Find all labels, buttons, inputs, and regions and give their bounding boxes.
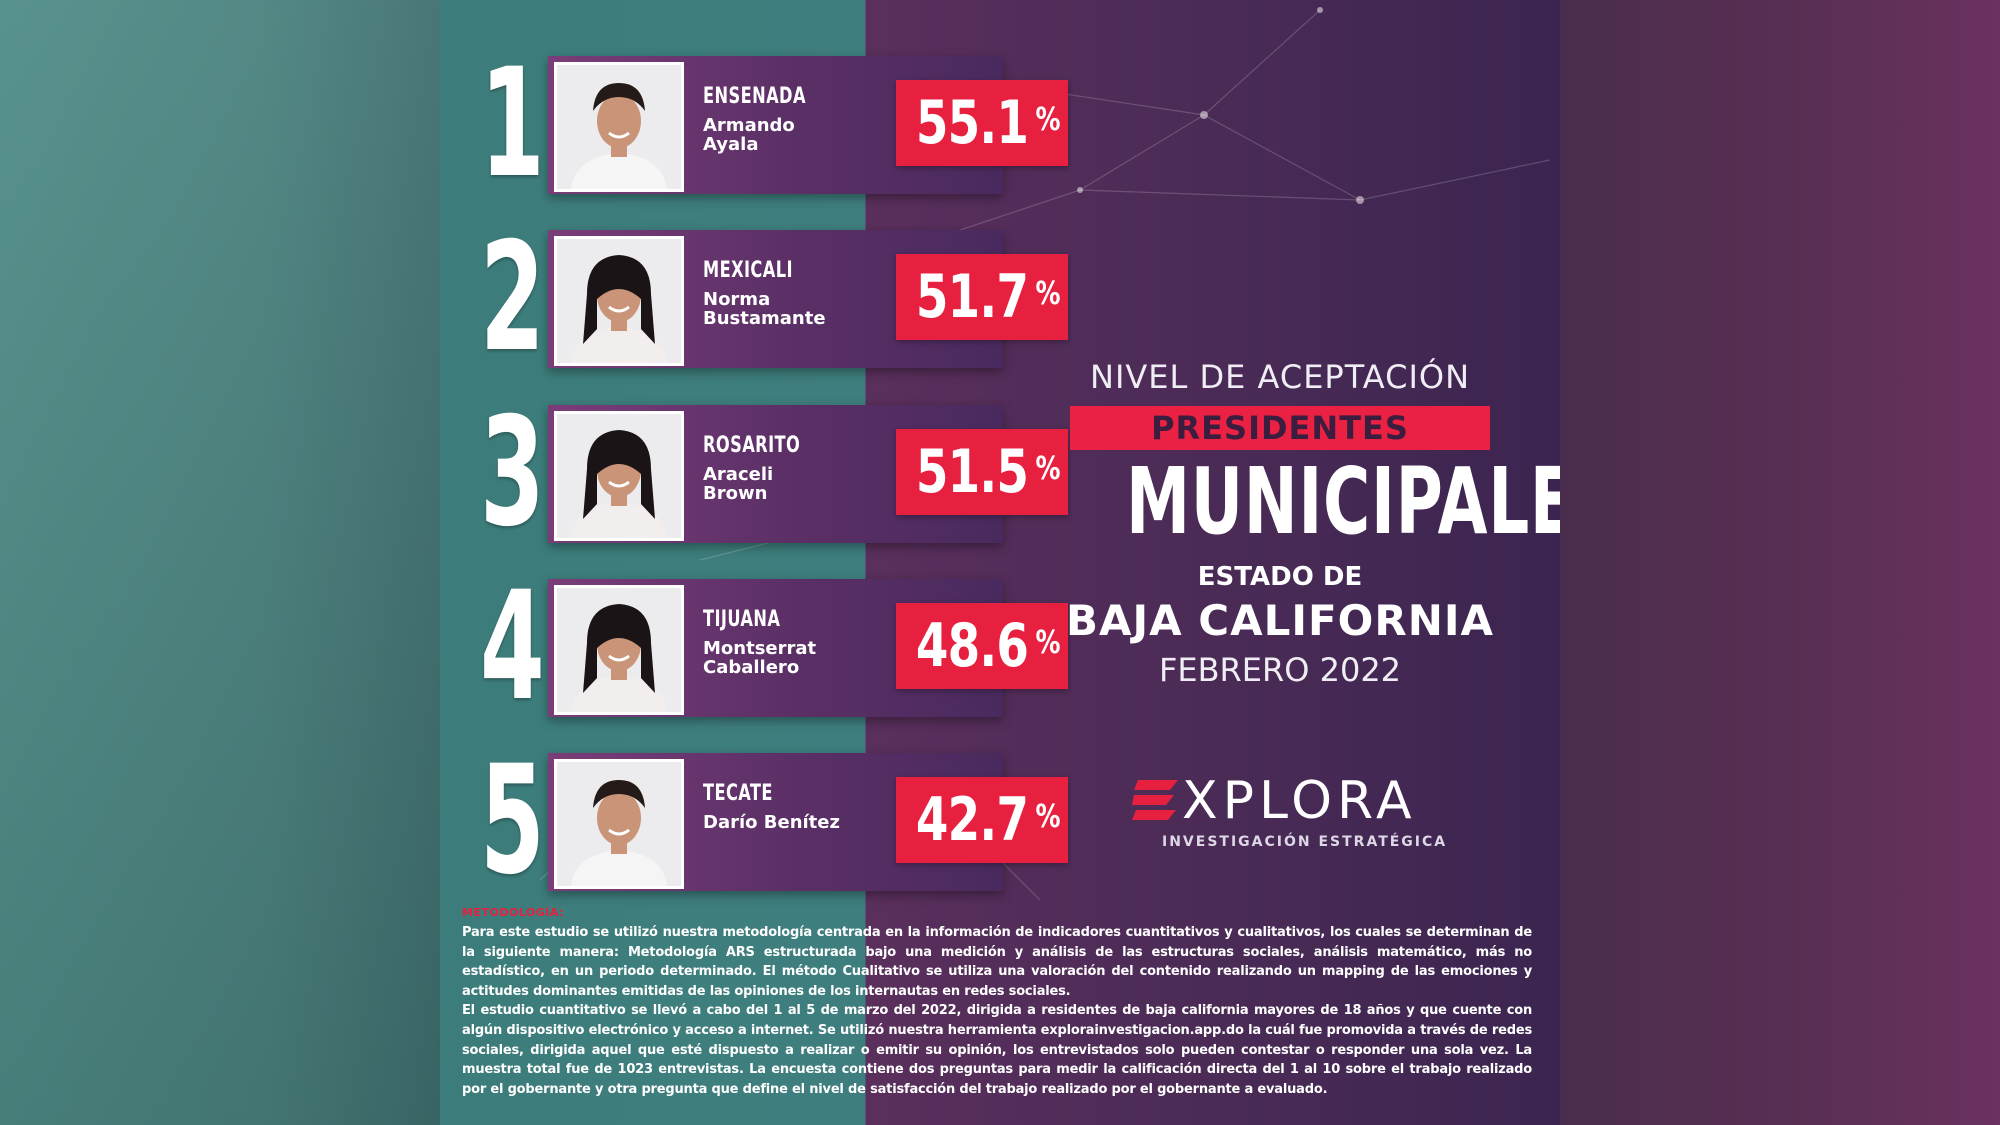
candidate-name: Norma Bustamante [703,289,826,329]
ranking-row-mexicali: 2 MEXICALI Norma Bustamante 51.7% [480,211,1080,385]
percent-sign: % [1035,797,1061,835]
rank-number: 5 [480,734,545,908]
methodology-paragraph-2: El estudio cuantitativo se llevó a cabo … [462,1003,1532,1097]
candidate-photo [554,236,684,366]
percentage-badge: 42.7% [896,777,1068,863]
percentage-badge: 51.5% [896,429,1068,515]
rank-number: 2 [480,211,545,385]
subtitle-badge: PRESIDENTES [1070,406,1490,450]
logo-tagline: INVESTIGACIÓN ESTRATÉGICA [1162,834,1448,850]
city-label: ENSENADA [703,84,806,109]
candidate-name: Armando Ayala [703,115,795,155]
percentage-value: 51.7 [915,262,1029,332]
poster: 1 ENSENADA Armando Ayala 55.1% 2 MEXICALI Norma… [440,0,1560,1125]
candidate-photo [554,411,684,541]
methodology-paragraph-1: Para este estudio se utilizó nuestra met… [462,925,1532,999]
region-line-2: BAJA CALIFORNIA [1065,596,1494,645]
region-line-1: ESTADO DE [1197,562,1363,592]
percentage-badge: 55.1% [896,80,1068,166]
candidate-photo-icon [557,414,681,538]
ranking-row-tecate: 5 TECATE Darío Benítez 42.7% [480,734,1080,908]
percent-sign: % [1035,623,1061,661]
candidate-name: Araceli Brown [703,464,774,504]
candidate-photo-icon [557,762,681,886]
ranking-row-ensenada: 1 ENSENADA Armando Ayala 55.1% [480,37,1080,211]
explora-logo-mark-icon [1132,780,1178,820]
percentage-badge: 51.7% [896,254,1068,340]
ranking-row-tijuana: 4 TIJUANA Montserrat Caballero 48.6% [480,560,1080,734]
candidate-name: Montserrat Caballero [703,638,817,678]
city-label: TIJUANA [703,607,781,632]
candidate-photo [554,585,684,715]
title-block: NIVEL DE ACEPTACIÓN PRESIDENTES MUNICIPA… [1060,350,1560,689]
rank-number: 1 [480,37,545,211]
candidate-photo-icon [557,239,681,363]
percentage-badge: 48.6% [896,603,1068,689]
city-label: ROSARITO [703,433,801,458]
survey-date: FEBRERO 2022 [1158,651,1402,689]
blurred-background-right [1560,0,2000,1125]
candidate-name: Darío Benítez [703,812,840,833]
city-label: MEXICALI [703,258,793,283]
rank-number: 3 [480,386,545,560]
rank-number: 4 [480,560,545,734]
percentage-value: 48.6 [915,611,1029,681]
percent-sign: % [1035,449,1061,487]
ranking-row-rosarito: 3 ROSARITO Araceli Brown 51.5% [480,386,1080,560]
percentage-value: 55.1 [915,88,1029,158]
chart-title: NIVEL DE ACEPTACIÓN [1090,358,1470,396]
candidate-photo [554,62,684,192]
candidate-photo-icon [557,65,681,189]
methodology-title: METODOLOGÍA: [462,906,565,919]
percent-sign: % [1035,100,1061,138]
methodology-section: METODOLOGÍA: Para este estudio se utiliz… [462,906,1532,1099]
candidate-photo-icon [557,588,681,712]
percentage-value: 51.5 [915,437,1029,507]
blurred-background-left [0,0,440,1125]
city-label: TECATE [703,781,773,806]
explora-logo: XPLORA INVESTIGACIÓN ESTRATÉGICA [1130,772,1450,852]
percent-sign: % [1035,274,1061,312]
logo-wordmark: XPLORA [1182,771,1417,831]
percentage-value: 42.7 [915,785,1029,855]
candidate-photo [554,759,684,889]
